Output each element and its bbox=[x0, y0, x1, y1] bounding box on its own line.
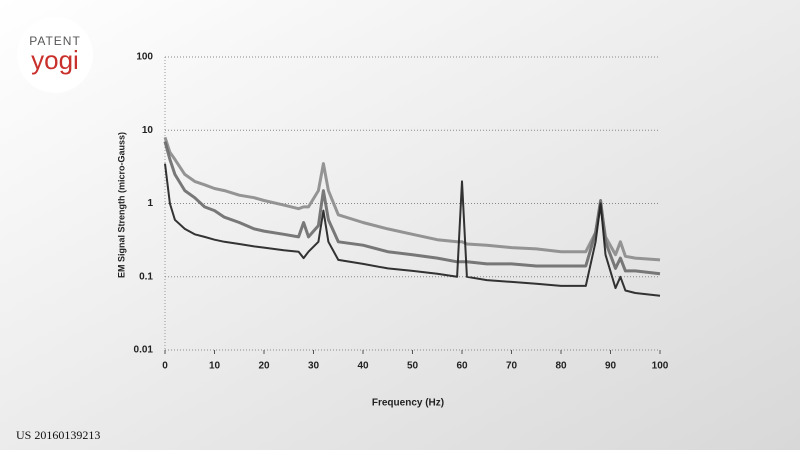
x-tick-label: 20 bbox=[258, 361, 270, 372]
x-tick-label: 0 bbox=[162, 361, 168, 372]
x-tick-label: 100 bbox=[652, 361, 669, 372]
y-tick-label: 0.1 bbox=[139, 271, 153, 282]
x-tick-label: 90 bbox=[605, 361, 617, 372]
x-tick-label: 80 bbox=[555, 361, 567, 372]
x-tick-label: 50 bbox=[407, 361, 419, 372]
y-tick-label: 0.01 bbox=[134, 345, 154, 356]
x-tick-label: 70 bbox=[506, 361, 518, 372]
x-axis-title: Frequency (Hz) bbox=[372, 398, 444, 409]
x-tick-label: 60 bbox=[456, 361, 468, 372]
patent-number: US 20160139213 bbox=[16, 428, 100, 442]
x-tick-label: 30 bbox=[308, 361, 320, 372]
screen: PATENT yogi US 20160139213 Frequency (Hz… bbox=[0, 0, 800, 450]
x-tick-label: 10 bbox=[209, 361, 221, 372]
logo-bottom: yogi bbox=[31, 45, 79, 75]
x-tick-label: 40 bbox=[357, 361, 369, 372]
y-tick-label: 10 bbox=[142, 125, 154, 136]
y-tick-label: 100 bbox=[136, 52, 153, 63]
y-axis-title: EM Signal Strength (micro-Gauss) bbox=[116, 132, 126, 278]
page: PATENT yogi US 20160139213 Frequency (Hz… bbox=[0, 0, 800, 450]
y-tick-label: 1 bbox=[147, 198, 153, 209]
